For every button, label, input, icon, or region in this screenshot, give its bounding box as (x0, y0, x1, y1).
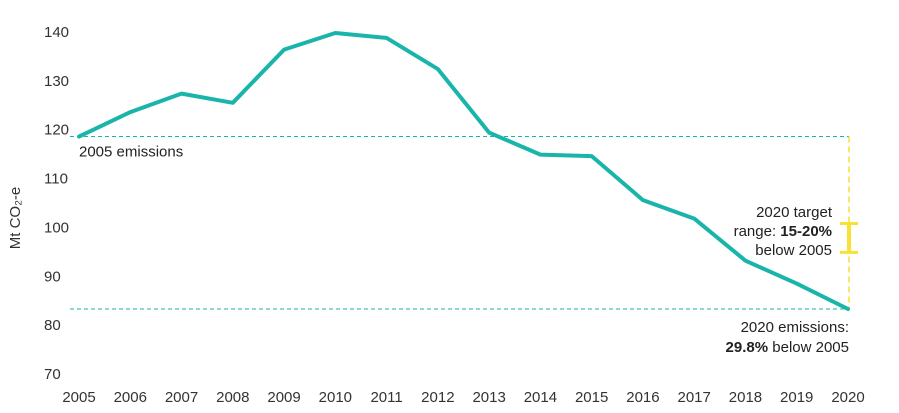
y-tick-label: 130 (44, 73, 69, 90)
x-tick-label: 2014 (524, 389, 557, 406)
x-tick-label: 2019 (780, 389, 813, 406)
target-label-line2: range: 15-20% (734, 223, 832, 240)
x-tick-label: 2009 (267, 389, 300, 406)
data-point (283, 49, 285, 51)
end-annotation-bold: 29.8% (726, 339, 769, 356)
x-tick-label: 2008 (216, 389, 249, 406)
target-label-line1: 2020 target (756, 204, 833, 221)
data-point (591, 155, 593, 157)
data-point (539, 154, 541, 156)
reference-label-2005: 2005 emissions (79, 144, 183, 161)
data-point (78, 136, 80, 138)
y-tick-label: 140 (44, 24, 69, 41)
data-point (232, 102, 234, 104)
data-point (129, 111, 131, 113)
y-axis-label: Mt CO₂-e (7, 187, 24, 250)
x-tick-label: 2017 (678, 389, 711, 406)
x-tick-label: 2016 (626, 389, 659, 406)
data-point (642, 199, 644, 201)
x-tick-label: 2013 (472, 389, 505, 406)
x-tick-label: 2015 (575, 389, 608, 406)
y-axis-ticks: 70 80 90 100 110 120 130 140 (44, 24, 69, 383)
end-annotation-rest: below 2005 (768, 339, 849, 356)
data-point (488, 132, 490, 134)
data-point (796, 283, 798, 285)
x-tick-label: 2010 (319, 389, 352, 406)
y-tick-label: 70 (44, 366, 61, 383)
target-label-bold: 15-20% (780, 223, 832, 240)
target-range-bracket (840, 222, 858, 254)
data-point (847, 308, 849, 310)
x-tick-label: 2011 (370, 389, 402, 406)
data-point (181, 93, 183, 95)
target-label-prefix: range: (734, 223, 781, 240)
target-label-line3: below 2005 (755, 242, 832, 259)
data-point (386, 37, 388, 39)
y-tick-label: 90 (44, 268, 61, 285)
data-point (334, 32, 336, 34)
x-tick-label: 2006 (114, 389, 147, 406)
x-tick-label: 2012 (421, 389, 454, 406)
x-tick-label: 2007 (165, 389, 198, 406)
x-tick-label: 2005 (62, 389, 95, 406)
y-tick-label: 120 (44, 122, 69, 139)
y-tick-label: 110 (44, 171, 68, 188)
data-points (78, 32, 849, 310)
y-tick-label: 100 (44, 219, 69, 236)
data-point (437, 68, 439, 70)
x-tick-label: 2020 (831, 389, 864, 406)
series-line-emissions (77, 31, 850, 311)
x-tick-label: 2018 (729, 389, 762, 406)
end-annotation-line1: 2020 emissions: (741, 319, 849, 336)
y-tick-label: 80 (44, 317, 61, 334)
x-axis-ticks: 2005 2006 2007 2008 2009 2010 2011 2012 2013 2014… (62, 389, 864, 406)
data-point (693, 218, 695, 220)
data-point (744, 260, 746, 262)
end-annotation-line2: 29.8% below 2005 (726, 339, 849, 356)
